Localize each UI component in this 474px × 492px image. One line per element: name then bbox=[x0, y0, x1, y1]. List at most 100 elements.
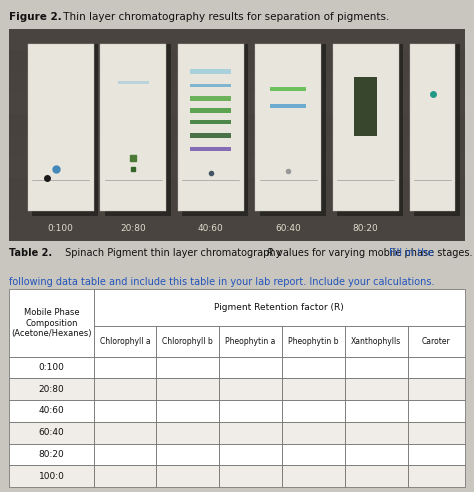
Bar bbox=[156, 378, 219, 400]
Text: Chlorophyll b: Chlorophyll b bbox=[163, 337, 213, 346]
Bar bbox=[94, 289, 465, 326]
Bar bbox=[282, 444, 345, 465]
Bar bbox=[9, 50, 465, 71]
Bar bbox=[191, 95, 231, 101]
Text: following data table and include this table in your lab report. Include your cal: following data table and include this ta… bbox=[9, 277, 435, 287]
Bar bbox=[94, 357, 156, 378]
Bar bbox=[345, 465, 408, 487]
Bar bbox=[9, 92, 465, 114]
Text: Pheophytin b: Pheophytin b bbox=[288, 337, 339, 346]
Bar bbox=[191, 147, 231, 151]
Bar bbox=[345, 422, 408, 444]
Bar bbox=[282, 465, 345, 487]
Bar bbox=[156, 326, 219, 357]
Text: 20:80: 20:80 bbox=[39, 385, 64, 394]
Text: 100:0: 100:0 bbox=[39, 472, 64, 481]
Bar bbox=[282, 378, 345, 400]
Text: Spinach Pigment thin layer chromatography: Spinach Pigment thin layer chromatograph… bbox=[62, 248, 284, 258]
Bar bbox=[32, 44, 98, 215]
Bar bbox=[410, 44, 456, 212]
Bar bbox=[345, 378, 408, 400]
Bar bbox=[191, 69, 231, 74]
Bar bbox=[408, 444, 465, 465]
Text: 80:20: 80:20 bbox=[353, 224, 378, 233]
Bar bbox=[156, 422, 219, 444]
Bar bbox=[345, 326, 408, 357]
Bar bbox=[337, 44, 403, 215]
Bar bbox=[105, 44, 171, 215]
Bar bbox=[27, 44, 94, 212]
Bar bbox=[191, 120, 231, 124]
Bar bbox=[408, 357, 465, 378]
Text: Pigment Retention factor (R): Pigment Retention factor (R) bbox=[214, 303, 344, 312]
Bar bbox=[178, 44, 244, 212]
Text: 80:20: 80:20 bbox=[39, 450, 64, 459]
Bar bbox=[9, 465, 94, 487]
Bar bbox=[94, 465, 156, 487]
Bar bbox=[100, 44, 166, 212]
Text: 60:40: 60:40 bbox=[275, 224, 301, 233]
Bar bbox=[9, 71, 465, 92]
Bar bbox=[333, 44, 399, 212]
Bar bbox=[354, 77, 377, 136]
Bar bbox=[118, 81, 149, 84]
Bar bbox=[345, 357, 408, 378]
Bar bbox=[9, 199, 465, 220]
Text: Table 2.: Table 2. bbox=[9, 248, 53, 258]
Text: 0:100: 0:100 bbox=[48, 224, 73, 233]
Bar bbox=[282, 326, 345, 357]
Bar bbox=[94, 378, 156, 400]
Text: 20:80: 20:80 bbox=[120, 224, 146, 233]
Bar bbox=[191, 108, 231, 113]
Text: 40:60: 40:60 bbox=[39, 406, 64, 415]
Bar bbox=[9, 444, 94, 465]
Text: 0:100: 0:100 bbox=[39, 363, 64, 372]
Bar bbox=[191, 84, 231, 88]
Bar bbox=[414, 44, 460, 215]
Text: R: R bbox=[266, 248, 273, 258]
Bar bbox=[219, 400, 282, 422]
Text: 60:40: 60:40 bbox=[39, 428, 64, 437]
Bar bbox=[260, 44, 326, 215]
Bar bbox=[156, 400, 219, 422]
Bar bbox=[94, 444, 156, 465]
Bar bbox=[94, 400, 156, 422]
Bar bbox=[156, 444, 219, 465]
Bar bbox=[94, 326, 156, 357]
Bar bbox=[282, 422, 345, 444]
Bar bbox=[219, 378, 282, 400]
Bar bbox=[156, 357, 219, 378]
Bar bbox=[408, 422, 465, 444]
Bar bbox=[94, 422, 156, 444]
Text: Figure 2.: Figure 2. bbox=[9, 12, 62, 22]
Bar bbox=[9, 135, 465, 156]
Bar bbox=[9, 289, 94, 357]
Bar bbox=[270, 87, 306, 91]
Bar bbox=[9, 422, 94, 444]
Bar bbox=[219, 357, 282, 378]
Text: Caroter: Caroter bbox=[422, 337, 450, 346]
Text: Fill in the: Fill in the bbox=[390, 248, 434, 258]
Bar bbox=[408, 465, 465, 487]
Bar bbox=[219, 422, 282, 444]
Bar bbox=[9, 378, 94, 400]
Text: Chlorophyll a: Chlorophyll a bbox=[100, 337, 150, 346]
Text: Pheophytin a: Pheophytin a bbox=[226, 337, 276, 346]
Text: Mobile Phase
Composition
(Acetone/Hexanes): Mobile Phase Composition (Acetone/Hexane… bbox=[11, 308, 92, 338]
Bar bbox=[282, 357, 345, 378]
Text: values for varying mobile phase stages.: values for varying mobile phase stages. bbox=[274, 248, 474, 258]
Bar bbox=[282, 400, 345, 422]
Text: Thin layer chromatography results for separation of pigments.: Thin layer chromatography results for se… bbox=[60, 12, 389, 22]
Bar bbox=[9, 114, 465, 135]
Bar bbox=[219, 444, 282, 465]
Bar bbox=[9, 178, 465, 199]
Bar bbox=[9, 156, 465, 178]
Bar bbox=[408, 326, 465, 357]
Bar bbox=[9, 29, 465, 50]
Text: Xanthophylls: Xanthophylls bbox=[351, 337, 401, 346]
Bar bbox=[408, 378, 465, 400]
Bar bbox=[219, 326, 282, 357]
Bar bbox=[191, 133, 231, 138]
Bar bbox=[182, 44, 248, 215]
Bar bbox=[345, 400, 408, 422]
